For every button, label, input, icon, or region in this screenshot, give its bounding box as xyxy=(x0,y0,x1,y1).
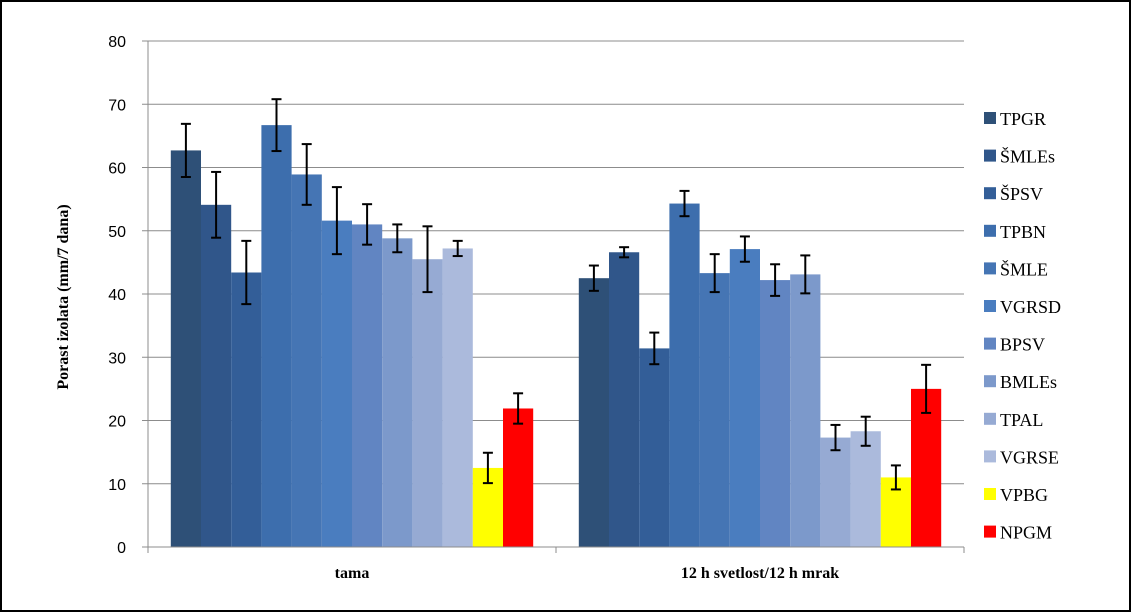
legend-label: ŠMLE xyxy=(1000,258,1048,279)
bar-TPAL-1 xyxy=(820,437,851,547)
legend-swatch-VGRSD xyxy=(984,300,996,312)
bar-TPGR-1 xyxy=(578,278,609,547)
bar-TPBN-0 xyxy=(261,125,292,547)
legend-swatch-ŠMLEs xyxy=(984,149,996,162)
legend-swatch-BMLEs xyxy=(984,375,996,388)
legend-label: BPSV xyxy=(1000,335,1045,355)
bar-BPSV-0 xyxy=(352,224,383,548)
error-bars xyxy=(180,98,932,491)
y-tick-label: 40 xyxy=(108,287,126,304)
legend-label: ŠMLEs xyxy=(1000,146,1055,167)
y-tick-label: 20 xyxy=(108,414,126,431)
bar-NPGM-0 xyxy=(503,408,534,547)
legend-swatch-TPBN xyxy=(984,224,996,237)
legend-label: TPBN xyxy=(1000,222,1046,242)
axes xyxy=(147,41,965,553)
legend-swatch-VGRSE xyxy=(984,450,996,463)
legend-swatch-TPAL xyxy=(984,412,996,425)
y-tick-label: 30 xyxy=(108,350,126,367)
legend-label: ŠPSV xyxy=(1000,183,1043,204)
x-category-label: tama xyxy=(335,565,370,582)
legend-label: BMLEs xyxy=(1000,372,1057,392)
bar-ŠMLEs-1 xyxy=(609,252,640,547)
bar-ŠMLE-1 xyxy=(699,273,730,547)
bar-BPSV-1 xyxy=(760,280,791,547)
legend-label: VGRSE xyxy=(1000,447,1059,467)
bar-ŠMLEs-0 xyxy=(201,204,232,547)
legend: TPGR ŠMLEs ŠPSV TPBN ŠMLE VGRSD BPSV BMLEs TPAL V… xyxy=(984,109,1061,543)
legend-swatch-ŠPSV xyxy=(984,187,996,200)
bar-TPAL-0 xyxy=(412,259,443,547)
bar-VGRSE-1 xyxy=(850,431,881,547)
legend-swatch-BPSV xyxy=(984,337,996,350)
x-axis-categories: tama 12 h svetlost/12 h mrak xyxy=(335,565,840,582)
y-tick-label: 70 xyxy=(108,97,126,114)
bar-TPBN-1 xyxy=(669,203,700,548)
legend-swatch-VPBG xyxy=(984,488,996,500)
x-category-label: 12 h svetlost/12 h mrak xyxy=(681,565,839,582)
y-tick-label: 80 xyxy=(108,34,126,51)
legend-swatch-NPGM xyxy=(984,525,996,538)
legend-swatch-TPGR xyxy=(984,112,996,124)
bar-BMLEs-0 xyxy=(382,238,413,547)
y-axis-ticks: 0 10 20 30 40 50 60 70 80 xyxy=(108,34,148,557)
bar-VGRSE-0 xyxy=(442,248,473,547)
bar-ŠMLE-0 xyxy=(291,174,322,547)
legend-label: VPBG xyxy=(1000,485,1048,505)
legend-label: VGRSD xyxy=(1000,297,1061,317)
y-tick-label: 60 xyxy=(108,161,126,178)
y-tick-label: 50 xyxy=(108,224,126,241)
bars xyxy=(170,125,942,548)
bar-VGRSD-1 xyxy=(729,249,760,547)
legend-label: TPAL xyxy=(1000,410,1043,430)
y-tick-label: 0 xyxy=(117,540,126,557)
bar-ŠPSV-1 xyxy=(639,348,670,547)
bar-ŠPSV-0 xyxy=(231,272,262,547)
bar-TPGR-0 xyxy=(170,150,201,548)
bar-BMLEs-1 xyxy=(790,274,821,547)
bar-VGRSD-0 xyxy=(321,220,352,547)
y-tick-label: 10 xyxy=(108,477,126,494)
bar-NPGM-1 xyxy=(911,388,942,547)
legend-label: NPGM xyxy=(1000,523,1052,543)
legend-swatch-ŠMLE xyxy=(984,262,996,275)
y-axis-label: Porast izolata (mm/7 dana) xyxy=(55,204,72,389)
legend-label: TPGR xyxy=(1000,109,1046,129)
